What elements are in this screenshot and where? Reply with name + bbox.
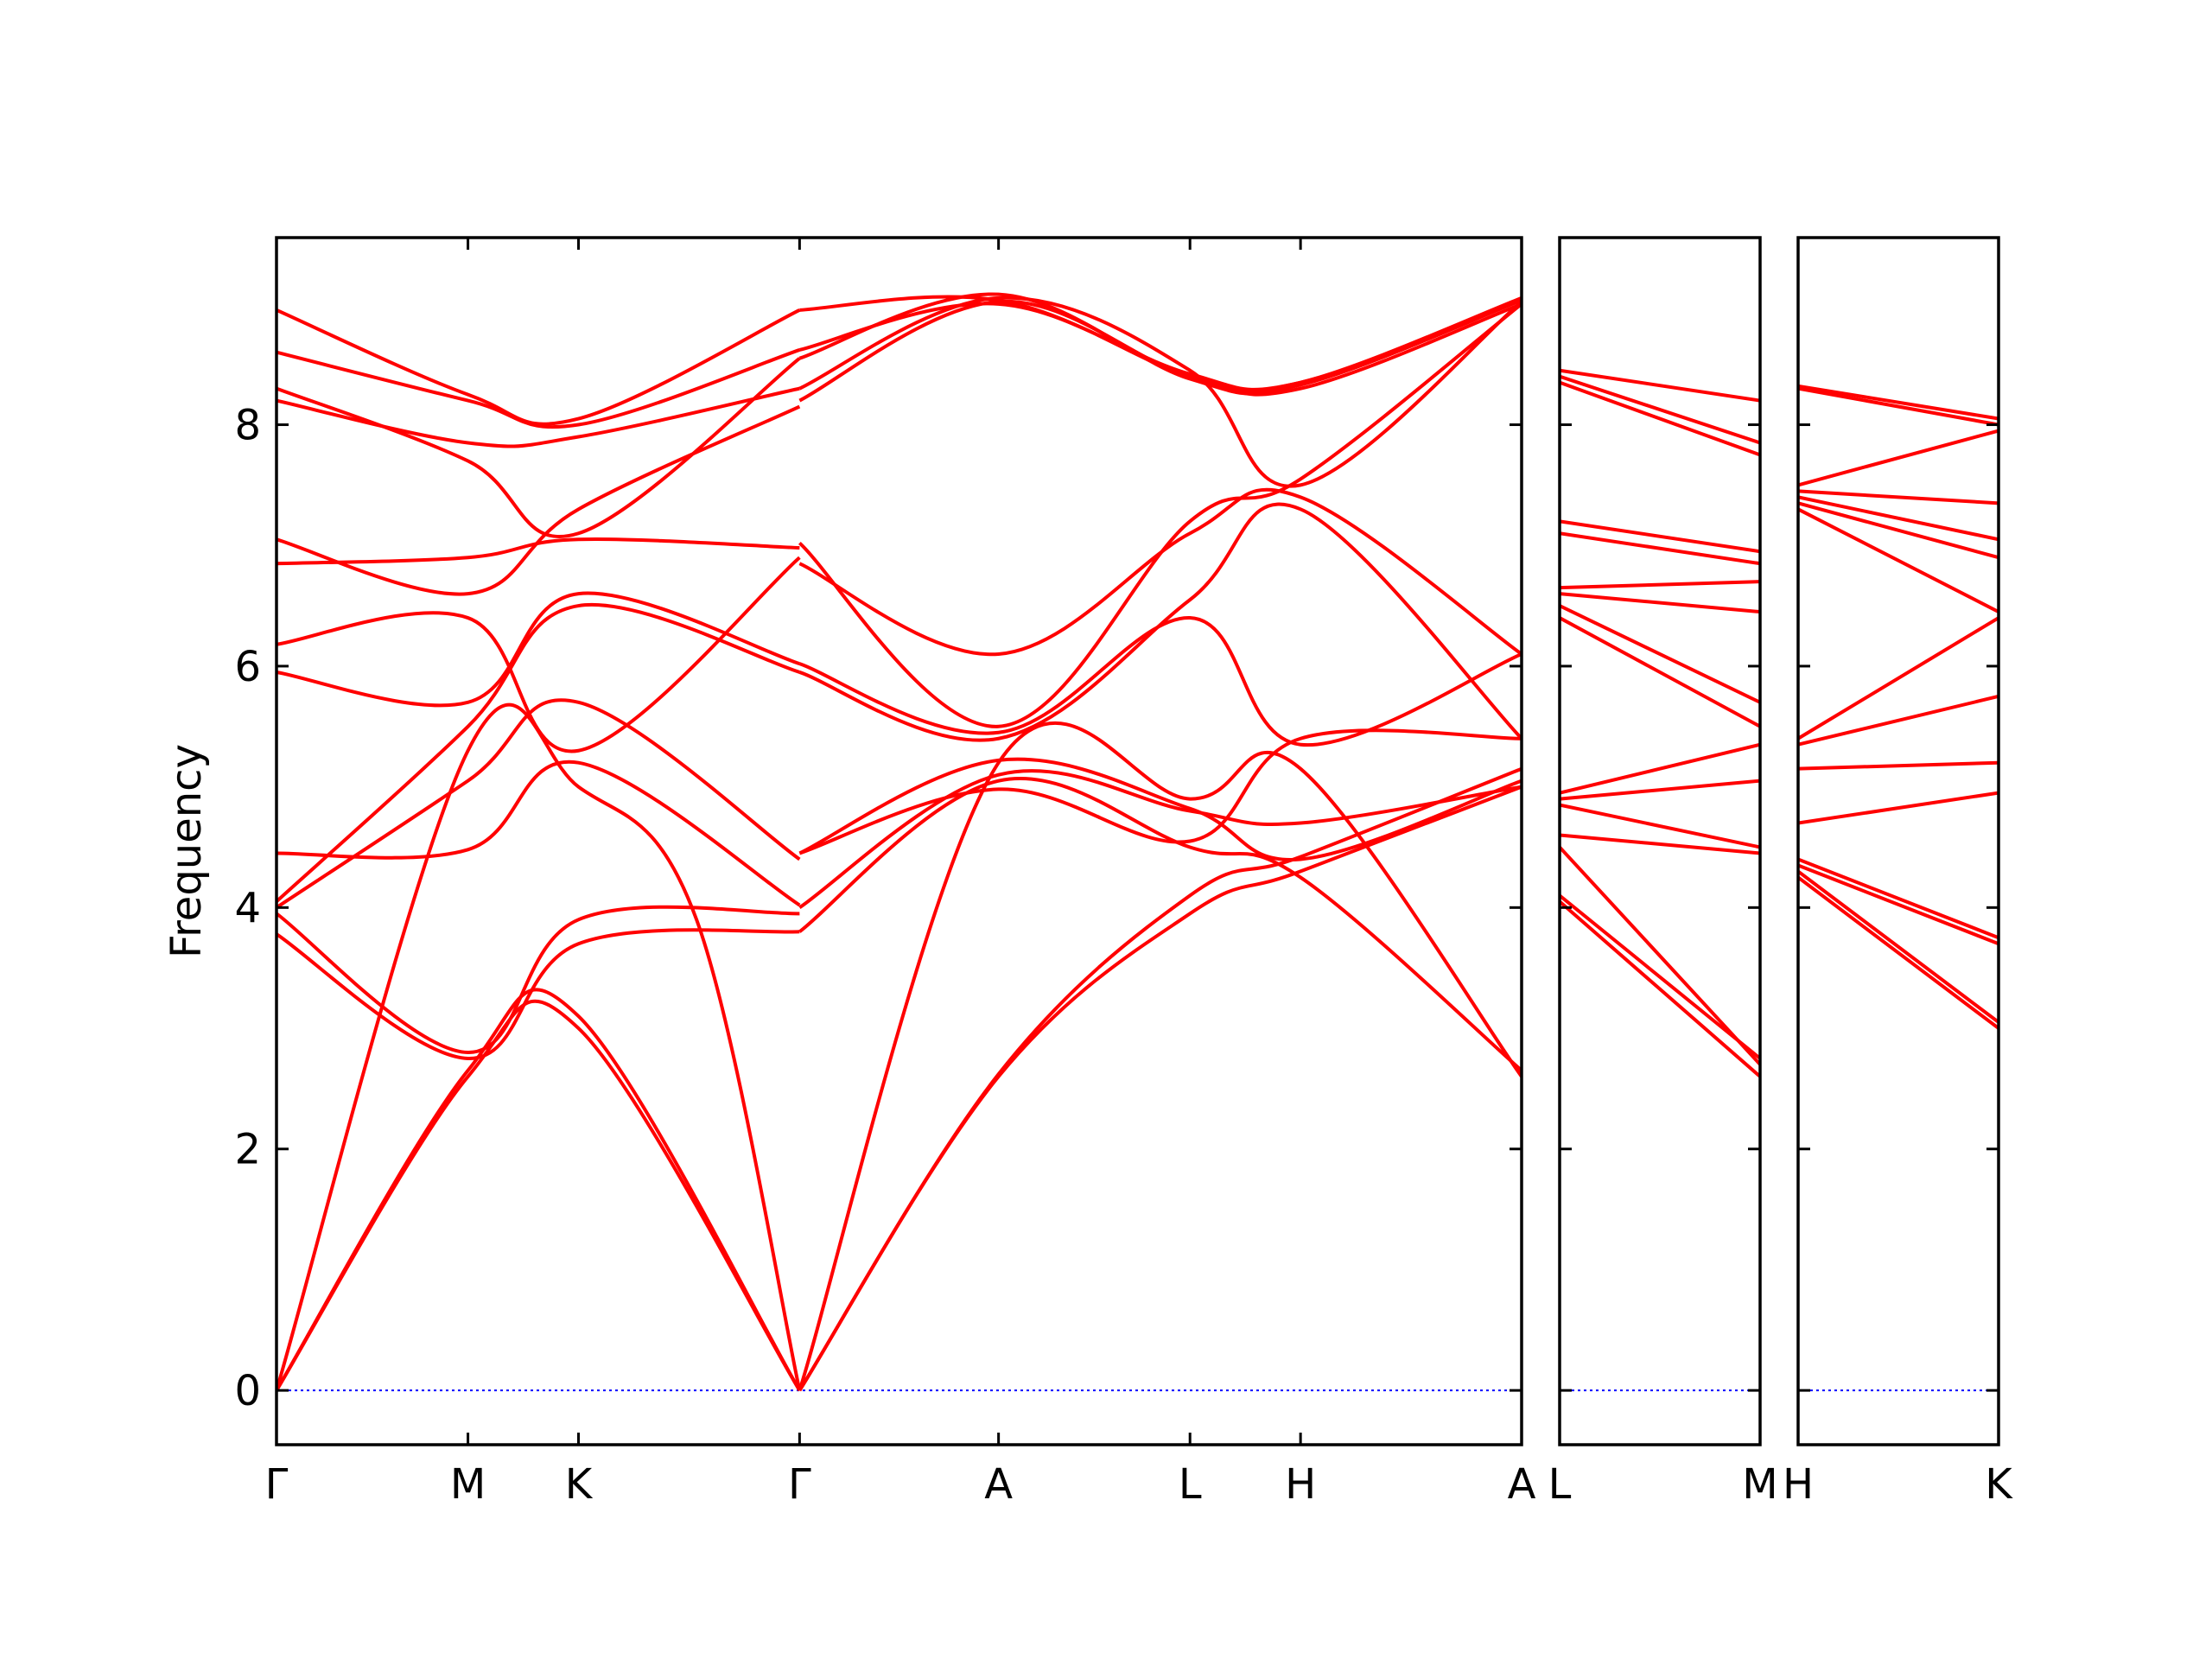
x-tick-label: H bbox=[1783, 1460, 1814, 1509]
phonon-band-1 bbox=[1560, 899, 1760, 1078]
phonon-band-1 bbox=[1798, 875, 1999, 1030]
x-tick-label: L bbox=[1548, 1460, 1572, 1509]
phonon-band-7 bbox=[276, 698, 801, 909]
phonon-band-10 bbox=[1798, 501, 1999, 560]
phonon-band-9 bbox=[1560, 604, 1760, 704]
phonon-band-16 bbox=[1560, 368, 1760, 403]
x-tick-label: A bbox=[984, 1460, 1013, 1509]
phonon-band-5 bbox=[1560, 803, 1760, 849]
phonon-band-4 bbox=[1798, 857, 1999, 940]
x-tick-label: K bbox=[565, 1460, 594, 1509]
phonon-band-23 bbox=[798, 757, 1522, 861]
phonon-band-15 bbox=[1798, 384, 1999, 421]
band-group bbox=[276, 292, 1522, 1392]
phonon-band-2 bbox=[1798, 869, 1999, 1024]
x-tick-label: K bbox=[1985, 1460, 2013, 1509]
phonon-band-10 bbox=[276, 556, 801, 753]
phonon-band-8 bbox=[1560, 616, 1760, 728]
y-tick-label: 6 bbox=[234, 643, 261, 691]
y-tick-label: 8 bbox=[234, 402, 261, 450]
phonon-band-18 bbox=[798, 766, 1522, 1392]
panel-1: 0 2 4 6 8 Γ M K Γ A L H A bbox=[234, 236, 1536, 1509]
y-tick-label: 0 bbox=[234, 1367, 261, 1415]
phonon-band-4 bbox=[1560, 833, 1760, 855]
phonon-band-9 bbox=[276, 591, 800, 708]
phonon-band-7 bbox=[1560, 742, 1760, 795]
phonon-band-5 bbox=[1798, 791, 1999, 825]
panel-frame bbox=[1796, 236, 2000, 1446]
phonon-band-14 bbox=[1798, 386, 1999, 427]
phonon-band-4 bbox=[276, 928, 800, 1060]
phonon-band-14 bbox=[276, 357, 801, 539]
phonon-band-3 bbox=[1560, 846, 1760, 1066]
phonon-band-24 bbox=[798, 502, 1522, 742]
phonon-band-25 bbox=[798, 616, 1522, 747]
phonon-band-1 bbox=[276, 999, 802, 1392]
y-axis-label: Frequency bbox=[162, 744, 211, 958]
phonon-band-14 bbox=[1560, 380, 1760, 457]
phonon-band-13 bbox=[1798, 429, 1999, 487]
phonon-band-19 bbox=[798, 721, 1522, 1391]
y-tick-label: 4 bbox=[234, 884, 261, 932]
phonon-band-12 bbox=[1560, 531, 1760, 566]
phonon-band-17 bbox=[798, 785, 1522, 1392]
y-tick-label: 2 bbox=[234, 1126, 261, 1174]
x-tick-label: Γ bbox=[265, 1460, 289, 1509]
phonon-band-5 bbox=[276, 905, 800, 1054]
band-group bbox=[1560, 368, 1760, 1078]
phonon-band-12 bbox=[276, 404, 801, 596]
x-tick-label: A bbox=[1508, 1460, 1536, 1509]
phonon-band-11 bbox=[1798, 495, 1999, 542]
phonon-band-3 bbox=[1798, 863, 1999, 946]
phonon-band-12 bbox=[1798, 489, 1999, 505]
x-tick-label: H bbox=[1285, 1460, 1316, 1509]
phonon-band-31 bbox=[798, 302, 1522, 397]
phonon-band-22 bbox=[798, 728, 1522, 855]
phonon-band-27 bbox=[798, 302, 1522, 728]
phonon-band-9 bbox=[1798, 507, 1999, 613]
x-tick-label: M bbox=[1742, 1460, 1777, 1509]
phonon-band-2 bbox=[1560, 893, 1760, 1060]
phonon-band-11 bbox=[276, 537, 800, 566]
phonon-band-8 bbox=[1798, 616, 1999, 741]
phonon-band-16 bbox=[276, 308, 801, 426]
band-group bbox=[1798, 384, 1999, 1030]
phonon-band-7 bbox=[1798, 694, 1999, 747]
phonon-band-21 bbox=[798, 769, 1522, 909]
phonon-band-26 bbox=[798, 487, 1522, 657]
phonon-band-20 bbox=[798, 777, 1522, 1072]
phonon-band-8 bbox=[276, 602, 800, 903]
x-tick-label: M bbox=[450, 1460, 486, 1509]
phonon-band-6 bbox=[1560, 779, 1760, 801]
panel-frame bbox=[275, 236, 1523, 1446]
phonon-band-10 bbox=[1560, 592, 1760, 614]
panel-frame bbox=[1558, 236, 1762, 1446]
phonon-band-6 bbox=[276, 760, 801, 907]
phonon-band-29 bbox=[798, 296, 1522, 488]
phonon-band-6 bbox=[1798, 760, 1999, 771]
phonon-band-11 bbox=[1560, 580, 1760, 590]
x-tick-label: Γ bbox=[788, 1460, 811, 1509]
phonon-band-13 bbox=[276, 386, 800, 448]
phonon-band-15 bbox=[1560, 374, 1760, 445]
x-tick-label: L bbox=[1179, 1460, 1202, 1509]
phonon-band-13 bbox=[1560, 519, 1760, 554]
phonon-band-32 bbox=[799, 295, 1522, 391]
phonon-band-2 bbox=[276, 988, 802, 1392]
phonon-band-3 bbox=[276, 702, 802, 1391]
